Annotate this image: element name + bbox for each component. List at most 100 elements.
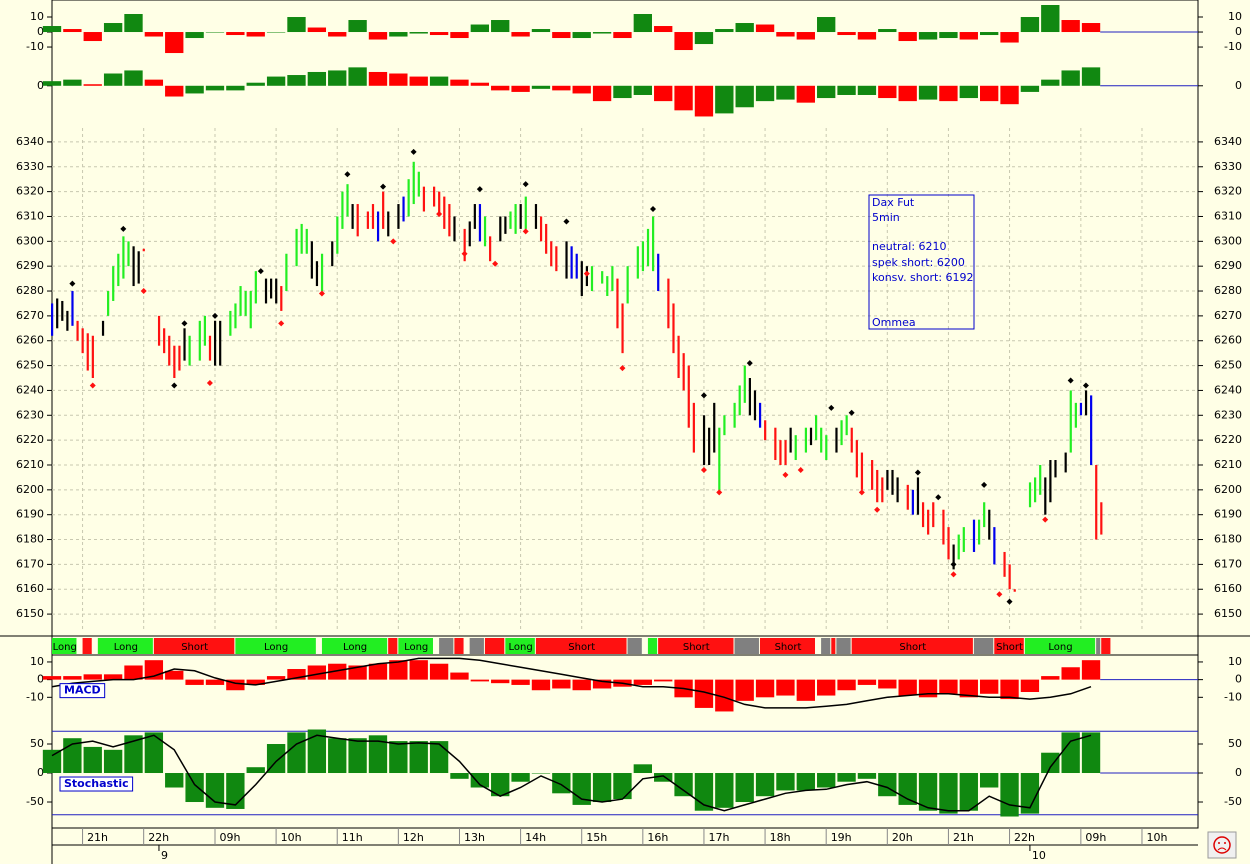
histogram-bar bbox=[42, 26, 62, 33]
histogram-bar bbox=[694, 32, 714, 45]
y-tick-label-right: 0 bbox=[1235, 673, 1242, 686]
price-bar bbox=[239, 286, 242, 316]
price-bar bbox=[463, 228, 466, 262]
histogram-bar bbox=[409, 76, 428, 86]
histogram-bar bbox=[857, 85, 877, 95]
histogram-bar bbox=[980, 679, 999, 694]
signal-segment bbox=[388, 638, 398, 654]
status-icon[interactable] bbox=[1207, 831, 1237, 859]
pivot-marker bbox=[410, 148, 417, 155]
price-bar bbox=[366, 211, 369, 229]
signal-segment bbox=[321, 638, 388, 654]
histogram-bar bbox=[633, 764, 652, 774]
y-tick-label: 0 bbox=[37, 79, 44, 92]
price-bar bbox=[397, 204, 400, 229]
histogram-bar bbox=[796, 85, 815, 103]
price-bar bbox=[86, 333, 89, 371]
histogram-bar bbox=[450, 672, 469, 680]
pivot-marker bbox=[858, 489, 865, 496]
frame bbox=[51, 0, 1199, 829]
annotation-text: konsv. short: 6192 bbox=[872, 271, 974, 284]
pivot-marker bbox=[120, 225, 127, 232]
pivot-marker bbox=[140, 288, 147, 295]
histogram-bar bbox=[1020, 85, 1040, 92]
histogram-bar bbox=[592, 32, 612, 34]
price-bar bbox=[91, 335, 94, 379]
histogram-bar bbox=[429, 741, 449, 774]
date-label: 10 bbox=[1032, 849, 1046, 862]
histogram-bar bbox=[1041, 752, 1060, 774]
histogram-bar bbox=[389, 741, 408, 774]
pivot-marker bbox=[318, 290, 325, 297]
price-bar bbox=[641, 241, 645, 272]
pivot-marker bbox=[476, 186, 483, 193]
pivot-marker bbox=[981, 481, 988, 488]
price-bar bbox=[499, 216, 502, 242]
price-bar bbox=[504, 216, 507, 234]
histogram-bar bbox=[572, 32, 591, 39]
histogram-bar bbox=[715, 85, 734, 114]
pivot-marker bbox=[950, 561, 957, 568]
histogram-bar bbox=[205, 773, 225, 808]
price-bar bbox=[514, 204, 517, 234]
histogram-bar bbox=[776, 773, 795, 791]
signal-segment bbox=[469, 638, 484, 654]
price-bar bbox=[855, 440, 858, 478]
price-bar bbox=[881, 477, 884, 503]
signal-segment bbox=[821, 638, 831, 654]
y-tick-label: 6220 bbox=[16, 433, 44, 446]
price-bar bbox=[815, 415, 818, 441]
histogram-bar bbox=[42, 81, 62, 86]
histogram-bar bbox=[185, 32, 204, 39]
price-bar bbox=[774, 427, 777, 461]
histogram-bar bbox=[552, 32, 571, 39]
histogram-bar bbox=[552, 85, 571, 91]
histogram-bar bbox=[470, 773, 490, 788]
icon-frame[interactable] bbox=[1207, 831, 1237, 859]
histogram-bar bbox=[918, 679, 938, 698]
signal-label: Short bbox=[181, 642, 208, 653]
price-bar bbox=[448, 204, 451, 237]
histogram-bar bbox=[42, 749, 62, 774]
histogram-bar bbox=[511, 679, 530, 685]
price-bar bbox=[667, 278, 670, 329]
pivot-marker bbox=[914, 469, 921, 476]
histogram-bar bbox=[368, 32, 388, 40]
y-tick-label-right: 6260 bbox=[1214, 334, 1242, 347]
x-tick-label: 20h bbox=[892, 831, 913, 844]
signal-segment bbox=[505, 638, 535, 654]
y-tick-label-right: 6340 bbox=[1214, 135, 1242, 148]
histogram-bar bbox=[287, 75, 306, 86]
histogram-bar bbox=[633, 679, 652, 685]
histogram-bar bbox=[654, 679, 673, 682]
price-bar bbox=[702, 415, 706, 465]
date-label: 9 bbox=[161, 849, 168, 862]
price-bar bbox=[753, 390, 757, 421]
histogram-bar bbox=[1041, 5, 1060, 33]
pivot-marker bbox=[522, 228, 529, 235]
y-tick-label: -50 bbox=[26, 795, 44, 808]
histogram-bar bbox=[1061, 667, 1080, 680]
price-bar bbox=[1013, 589, 1016, 592]
pivot-marker bbox=[492, 260, 499, 267]
price-bar bbox=[387, 211, 390, 237]
price-bar bbox=[453, 216, 456, 242]
x-tick-label: 15h bbox=[586, 831, 607, 844]
pivot-marker bbox=[69, 280, 76, 287]
histogram-bar bbox=[266, 676, 286, 680]
indicator-label-box bbox=[59, 683, 106, 699]
price-bar bbox=[320, 253, 324, 292]
price-bar bbox=[524, 196, 527, 229]
price-bar bbox=[203, 315, 206, 346]
price-bar bbox=[738, 385, 741, 416]
histogram-bar bbox=[185, 773, 204, 803]
y-tick-label: 6320 bbox=[16, 185, 44, 198]
signal-segment bbox=[1024, 638, 1096, 654]
histogram-bar bbox=[144, 732, 164, 774]
histogram-bar bbox=[103, 73, 123, 86]
histogram-bar bbox=[1081, 67, 1101, 86]
histogram-bar bbox=[776, 679, 795, 696]
price-bar bbox=[555, 246, 558, 272]
price-bar bbox=[341, 191, 344, 229]
price-bar bbox=[489, 236, 492, 262]
